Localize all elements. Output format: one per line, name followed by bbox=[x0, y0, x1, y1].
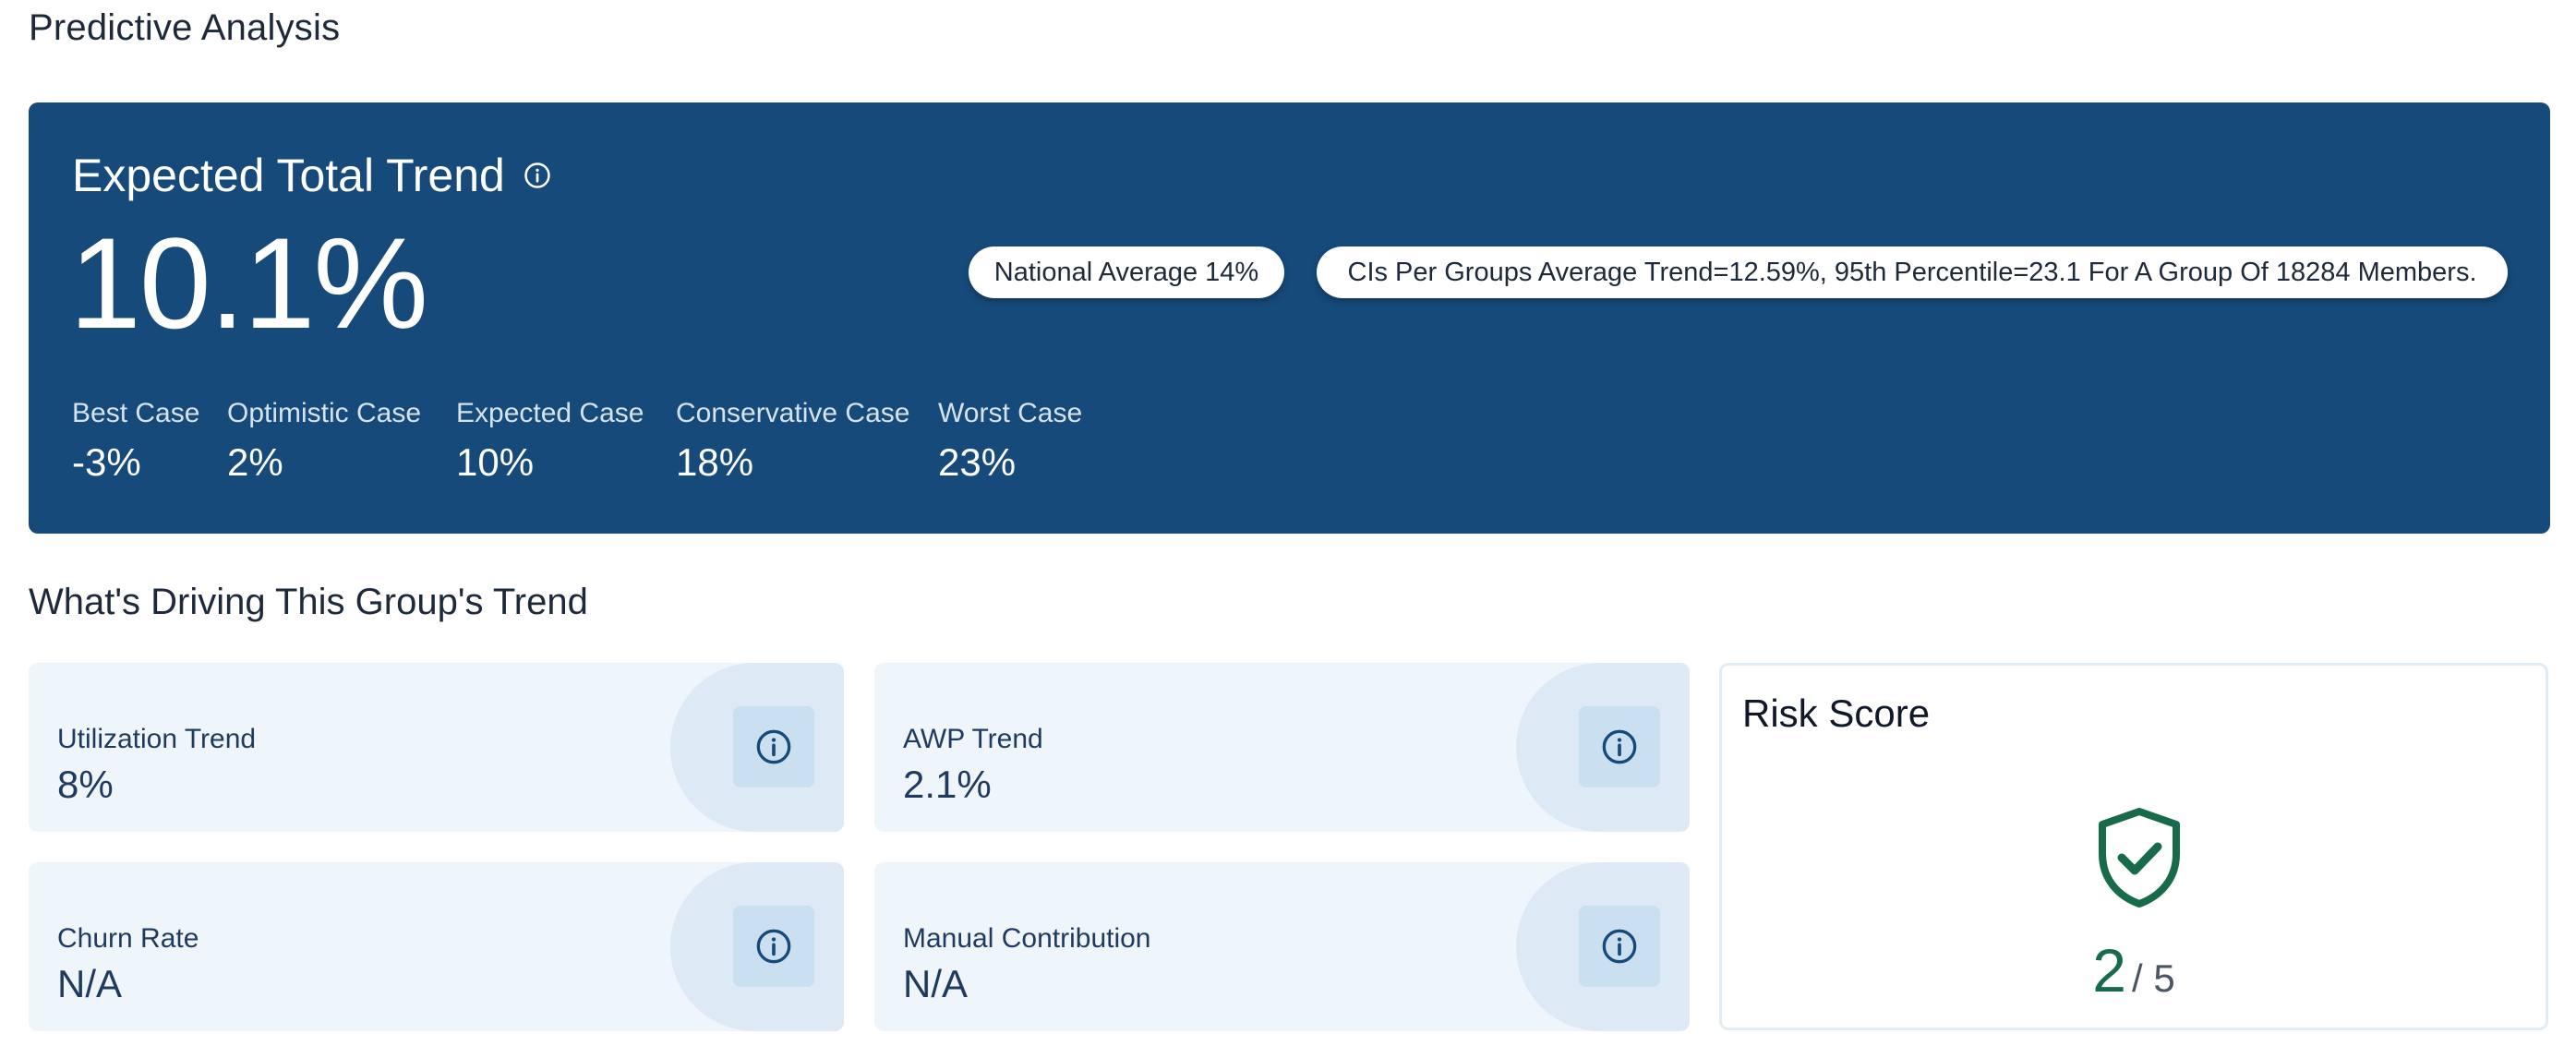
info-icon bbox=[756, 929, 791, 964]
info-icon bbox=[1602, 729, 1637, 764]
risk-score-number: 2 bbox=[2092, 936, 2126, 1004]
case-expected: Expected Case 10% bbox=[456, 398, 676, 485]
drivers-section-title: What's Driving This Group's Trend bbox=[29, 582, 588, 622]
card-label: Utilization Trend bbox=[57, 724, 257, 754]
risk-score-card: Risk Score 2 / 5 bbox=[1719, 663, 2548, 1030]
risk-score-max: / 5 bbox=[2132, 956, 2175, 1000]
info-icon bbox=[756, 729, 791, 764]
info-icon[interactable] bbox=[524, 162, 551, 189]
shield-check-icon bbox=[2099, 808, 2180, 908]
card-value: 2.1% bbox=[903, 763, 992, 806]
hero-title-row: Expected Total Trend bbox=[72, 149, 551, 202]
case-value: 10% bbox=[456, 440, 535, 484]
expected-trend-value: 10.1% bbox=[69, 210, 428, 355]
info-button[interactable] bbox=[733, 706, 814, 787]
case-scenarios: Best Case -3% Optimistic Case 2% Expecte… bbox=[72, 398, 1123, 485]
case-label: Worst Case bbox=[938, 398, 1083, 428]
case-label: Expected Case bbox=[456, 398, 644, 428]
churn-rate-card: Churn Rate N/A bbox=[29, 862, 844, 1031]
info-button[interactable] bbox=[733, 906, 814, 987]
info-icon bbox=[1602, 929, 1637, 964]
case-label: Optimistic Case bbox=[227, 398, 422, 428]
case-value: 23% bbox=[938, 440, 1017, 484]
card-label: Manual Contribution bbox=[903, 923, 1151, 954]
info-button[interactable] bbox=[1579, 906, 1660, 987]
case-label: Best Case bbox=[72, 398, 200, 428]
card-label: Churn Rate bbox=[57, 923, 199, 954]
case-value: 18% bbox=[676, 440, 754, 484]
risk-score-value: 2 / 5 bbox=[1722, 935, 2546, 1005]
case-best: Best Case -3% bbox=[72, 398, 227, 485]
case-value: -3% bbox=[72, 440, 141, 484]
cis-group-average-pill: CIs Per Groups Average Trend=12.59%, 95t… bbox=[1317, 246, 2508, 298]
page-title: Predictive Analysis bbox=[29, 7, 341, 48]
card-value: 8% bbox=[57, 763, 114, 806]
case-worst: Worst Case 23% bbox=[938, 398, 1123, 485]
case-optimistic: Optimistic Case 2% bbox=[227, 398, 456, 485]
info-button[interactable] bbox=[1579, 706, 1660, 787]
hero-title: Expected Total Trend bbox=[72, 150, 505, 201]
utilization-trend-card: Utilization Trend 8% bbox=[29, 663, 844, 832]
case-conservative: Conservative Case 18% bbox=[676, 398, 938, 485]
national-average-pill: National Average 14% bbox=[969, 246, 1284, 298]
manual-contribution-card: Manual Contribution N/A bbox=[874, 862, 1690, 1031]
case-value: 2% bbox=[227, 440, 283, 484]
card-label: AWP Trend bbox=[903, 724, 1043, 754]
card-value: N/A bbox=[57, 962, 123, 1005]
awp-trend-card: AWP Trend 2.1% bbox=[874, 663, 1690, 832]
case-label: Conservative Case bbox=[676, 398, 910, 428]
risk-score-title: Risk Score bbox=[1742, 691, 1931, 735]
card-value: N/A bbox=[903, 962, 969, 1005]
expected-trend-banner: Expected Total Trend 10.1% National Aver… bbox=[29, 102, 2550, 534]
